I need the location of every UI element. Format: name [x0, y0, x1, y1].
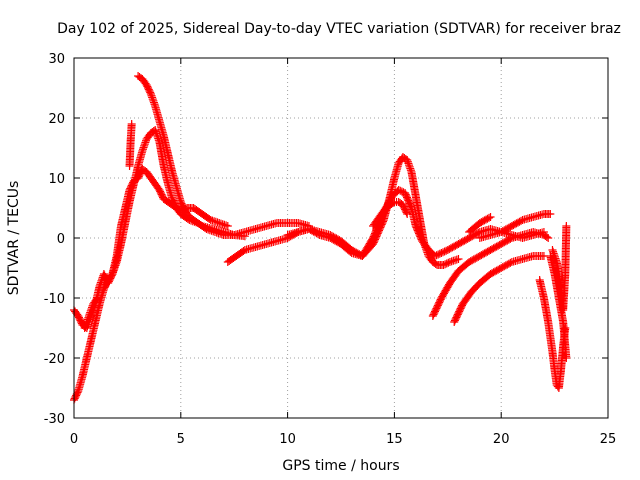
data-point [138, 147, 147, 155]
x-axis-ticks: 0 5 10 15 20 25 [70, 58, 616, 447]
data-point [240, 232, 249, 241]
data-point [506, 258, 515, 267]
data-point [544, 234, 553, 242]
chart-title: Day 102 of 2025, Sidereal Day-to-day VTE… [57, 21, 621, 37]
data-point [403, 210, 412, 218]
data-point [140, 141, 149, 150]
y-tick-label: -10 [44, 292, 65, 307]
data-point [140, 140, 149, 149]
data-point [149, 96, 158, 105]
data-point [151, 127, 160, 136]
y-tick-label: -30 [44, 412, 65, 427]
data-point [96, 278, 105, 287]
data-point [402, 208, 411, 217]
data-point [148, 95, 157, 104]
data-point [404, 159, 413, 168]
data-point [550, 252, 559, 261]
y-axis-ticks: -30 -20 -10 0 10 20 30 [44, 52, 608, 427]
x-tick-label: 15 [386, 432, 403, 447]
data-point [146, 90, 155, 98]
data-point [80, 324, 89, 332]
data-point [403, 157, 412, 166]
y-tick-label: 30 [48, 52, 65, 67]
data-point [406, 166, 415, 175]
data-point [405, 161, 414, 170]
data-point [549, 249, 558, 258]
data-point [84, 313, 93, 322]
data-point [153, 132, 162, 141]
data-point [562, 354, 571, 362]
data-point [141, 138, 150, 147]
data-point [552, 256, 561, 265]
data-point [151, 126, 160, 134]
data-point [388, 199, 397, 207]
data-point [88, 303, 97, 312]
data-point [81, 322, 90, 331]
data-point [96, 280, 105, 289]
data-point [127, 120, 136, 128]
data-point [87, 305, 96, 314]
data-point [548, 246, 557, 254]
data-point [152, 129, 161, 138]
data-point [139, 143, 148, 152]
y-tick-label: -20 [44, 352, 65, 367]
data-point [406, 164, 415, 173]
data-point [546, 210, 555, 218]
data-point [152, 131, 161, 140]
data-point [474, 228, 483, 237]
data-point [86, 308, 95, 317]
x-tick-label: 20 [493, 432, 510, 447]
x-tick-label: 25 [600, 432, 617, 447]
data-point [403, 156, 412, 164]
data-point [506, 234, 515, 243]
data-point [92, 295, 101, 304]
data-point [405, 162, 414, 171]
data-point [84, 312, 93, 320]
data-point [551, 254, 560, 263]
y-axis-label: SDTVAR / TECUs [6, 181, 22, 296]
x-tick-label: 0 [70, 432, 78, 447]
data-point [223, 222, 232, 230]
data-point [542, 233, 551, 241]
data-point [444, 258, 453, 267]
data-point [154, 134, 163, 143]
data-point [148, 93, 157, 102]
data-point [314, 230, 323, 239]
data-point [154, 136, 163, 145]
x-axis-label: GPS time / hours [282, 458, 399, 474]
data-point [86, 306, 95, 315]
data-point [562, 222, 571, 230]
data-point [484, 213, 493, 222]
data-point [83, 315, 92, 324]
data-point [95, 282, 104, 290]
y-tick-label: 10 [48, 172, 65, 187]
data-point [454, 255, 463, 263]
data-point [149, 98, 158, 107]
y-tick-label: 0 [57, 232, 65, 247]
data-point [147, 91, 156, 100]
data-point [517, 216, 526, 225]
data-point [85, 310, 94, 319]
data-point [93, 294, 102, 302]
data-point [82, 318, 91, 327]
data-point [83, 317, 92, 326]
data-point [150, 100, 159, 109]
data-points [70, 72, 571, 404]
data-point [550, 251, 559, 260]
data-point [97, 276, 106, 285]
data-point [486, 213, 495, 221]
y-tick-label: 20 [48, 112, 65, 127]
x-tick-label: 10 [279, 432, 296, 447]
x-tick-label: 5 [177, 432, 185, 447]
data-point [138, 145, 147, 154]
data-point [81, 320, 90, 329]
data-point [549, 247, 558, 256]
